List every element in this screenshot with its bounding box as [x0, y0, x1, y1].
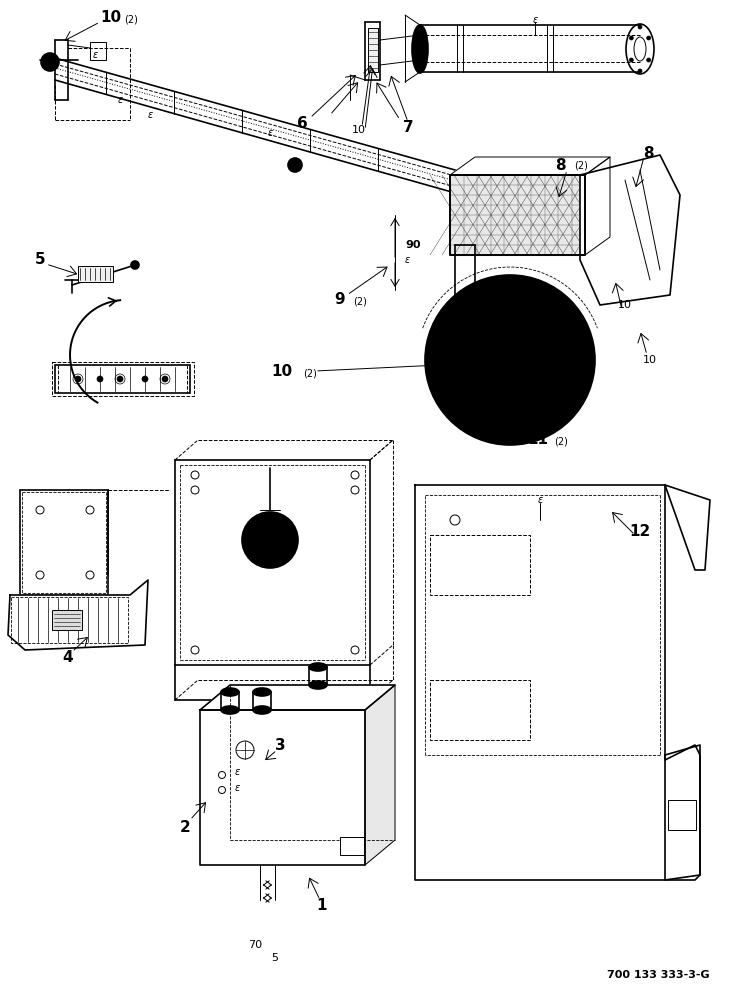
Text: 11: 11	[528, 432, 548, 448]
Circle shape	[638, 25, 642, 29]
Circle shape	[288, 158, 302, 172]
Circle shape	[75, 376, 81, 382]
Polygon shape	[365, 685, 395, 865]
Polygon shape	[415, 485, 700, 880]
Text: ε: ε	[117, 95, 123, 105]
Circle shape	[142, 376, 148, 382]
Bar	[430, 535, 530, 595]
Text: ε: ε	[405, 255, 410, 265]
Text: 5: 5	[34, 252, 45, 267]
Polygon shape	[8, 580, 148, 650]
Bar	[52, 610, 82, 630]
Polygon shape	[665, 485, 710, 570]
Text: 90: 90	[405, 240, 420, 250]
Circle shape	[242, 512, 298, 568]
Bar	[430, 680, 530, 740]
Ellipse shape	[309, 681, 327, 689]
Polygon shape	[450, 175, 585, 255]
Text: 700 133 333-3-G: 700 133 333-3-G	[608, 970, 710, 980]
Circle shape	[41, 53, 59, 71]
Bar	[78, 266, 113, 282]
Text: 12: 12	[630, 524, 651, 540]
Bar	[22, 492, 106, 593]
Bar	[90, 42, 106, 60]
Text: 10: 10	[643, 355, 657, 365]
Text: ε: ε	[234, 767, 239, 777]
Polygon shape	[665, 745, 700, 880]
Text: (2): (2)	[554, 436, 568, 446]
Circle shape	[117, 376, 123, 382]
Circle shape	[262, 532, 278, 548]
Circle shape	[646, 36, 651, 40]
Text: 70: 70	[248, 940, 262, 950]
Text: ε: ε	[147, 110, 153, 120]
Polygon shape	[200, 685, 395, 710]
Text: 10: 10	[352, 125, 366, 135]
Text: 10: 10	[100, 10, 121, 25]
Circle shape	[485, 335, 535, 385]
Circle shape	[646, 58, 651, 62]
Bar	[668, 800, 696, 830]
Ellipse shape	[412, 25, 428, 73]
Text: 6: 6	[296, 115, 307, 130]
Text: ε: ε	[92, 50, 97, 60]
Bar	[11, 597, 128, 643]
Circle shape	[630, 58, 633, 62]
Text: ε: ε	[234, 783, 239, 793]
Text: 3: 3	[274, 738, 285, 752]
Text: (2): (2)	[303, 368, 317, 378]
Ellipse shape	[309, 663, 327, 671]
Text: (2): (2)	[574, 161, 588, 171]
Text: 8: 8	[555, 157, 565, 172]
Polygon shape	[580, 155, 680, 305]
Bar	[368, 28, 378, 72]
Bar	[20, 490, 108, 595]
Polygon shape	[450, 157, 610, 175]
Bar	[52, 362, 194, 396]
Bar	[340, 837, 364, 855]
Circle shape	[131, 261, 139, 269]
Circle shape	[425, 275, 595, 445]
Circle shape	[162, 376, 168, 382]
Text: 7: 7	[403, 120, 414, 135]
Circle shape	[504, 354, 516, 366]
Text: 10: 10	[272, 364, 293, 379]
Ellipse shape	[455, 370, 475, 380]
Ellipse shape	[221, 706, 239, 714]
Ellipse shape	[221, 688, 239, 696]
Text: 1: 1	[317, 898, 327, 912]
Circle shape	[97, 376, 103, 382]
Text: (2): (2)	[353, 297, 367, 307]
Bar	[55, 365, 190, 393]
Text: (2): (2)	[124, 15, 138, 25]
Ellipse shape	[253, 706, 271, 714]
Text: 10: 10	[618, 300, 632, 310]
Ellipse shape	[253, 688, 271, 696]
Polygon shape	[585, 157, 610, 255]
Text: ε: ε	[267, 128, 272, 138]
Text: ε: ε	[537, 495, 542, 505]
Circle shape	[45, 57, 55, 67]
Circle shape	[630, 36, 633, 40]
Text: 8: 8	[643, 145, 654, 160]
Polygon shape	[200, 710, 365, 865]
Text: 5: 5	[272, 953, 278, 963]
Text: 4: 4	[63, 650, 73, 666]
Circle shape	[638, 69, 642, 73]
Text: ε: ε	[532, 15, 537, 25]
Text: 2: 2	[179, 820, 190, 836]
Text: 9: 9	[335, 292, 346, 308]
